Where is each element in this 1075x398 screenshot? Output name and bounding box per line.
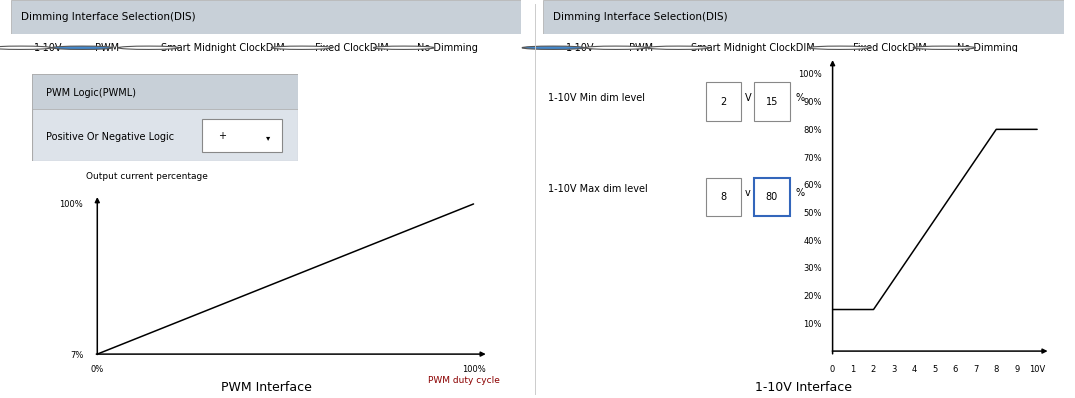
Text: 1-10V Interface: 1-10V Interface [755, 381, 852, 394]
Text: PWM Interface: PWM Interface [220, 381, 312, 394]
Text: 1-10V Min dim level: 1-10V Min dim level [548, 93, 645, 103]
Text: 8: 8 [720, 192, 727, 202]
Bar [705, 178, 741, 216]
Text: Positive Or Negative Logic: Positive Or Negative Logic [45, 132, 174, 142]
Bar [755, 178, 790, 216]
Text: v: v [745, 188, 750, 198]
Text: PWM Logic(PWML): PWM Logic(PWML) [45, 88, 135, 98]
Text: No Dimming: No Dimming [958, 43, 1018, 53]
Text: PWM duty cycle: PWM duty cycle [428, 376, 500, 385]
Circle shape [271, 46, 332, 49]
Text: 2: 2 [720, 97, 727, 107]
Text: 1-10V: 1-10V [33, 43, 62, 53]
Bar [202, 119, 282, 152]
Text: 80: 80 [765, 192, 778, 202]
Text: Fixed ClockDIM: Fixed ClockDIM [315, 43, 388, 53]
Text: Smart Midnight ClockDIM: Smart Midnight ClockDIM [691, 43, 815, 53]
Circle shape [0, 46, 52, 49]
Circle shape [913, 46, 976, 49]
Text: Dimming Interface Selection(DIS): Dimming Interface Selection(DIS) [22, 12, 196, 22]
Text: 1-10V Max dim level: 1-10V Max dim level [548, 184, 648, 195]
Circle shape [52, 46, 113, 49]
Circle shape [808, 46, 872, 49]
Text: Smart Midnight ClockDIM: Smart Midnight ClockDIM [161, 43, 285, 53]
Text: Fixed ClockDIM: Fixed ClockDIM [854, 43, 927, 53]
Bar [705, 82, 741, 121]
Text: 1-10V: 1-10V [567, 43, 594, 53]
Text: 15: 15 [765, 97, 778, 107]
Text: V: V [745, 93, 751, 103]
Text: %: % [796, 93, 804, 103]
Text: %: % [796, 188, 804, 198]
Circle shape [522, 46, 585, 49]
Circle shape [585, 46, 647, 49]
Text: Dimming Interface Selection(DIS): Dimming Interface Selection(DIS) [554, 12, 728, 22]
Text: PWM: PWM [95, 43, 119, 53]
Text: No Dimming: No Dimming [417, 43, 477, 53]
Text: +: + [218, 131, 226, 141]
Bar [32, 74, 298, 109]
Text: ▾: ▾ [266, 133, 270, 142]
Text: Output current percentage: Output current percentage [86, 172, 207, 181]
Circle shape [118, 46, 180, 49]
Circle shape [373, 46, 434, 49]
Bar [755, 82, 790, 121]
Text: PWM: PWM [629, 43, 653, 53]
Circle shape [647, 46, 710, 49]
